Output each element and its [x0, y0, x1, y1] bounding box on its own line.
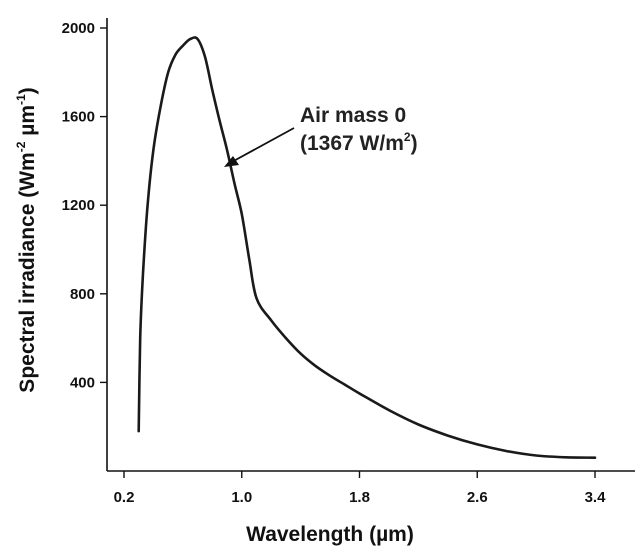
- annotation-line2: (1367 W/m2): [300, 130, 418, 155]
- y-tick-label: 1600: [62, 109, 95, 126]
- annotation-line1: Air mass 0: [300, 104, 406, 127]
- y-ticks: 400 800 1200 1600 2000: [62, 20, 107, 391]
- y-tick-label: 400: [70, 374, 95, 391]
- y-tick-label: 1200: [62, 197, 95, 214]
- y-axis-title: Spectral irradiance (Wm-2 µm-1): [14, 87, 39, 392]
- x-tick-label: 2.6: [467, 489, 488, 506]
- annotation-arrow-head: [224, 156, 239, 167]
- axes: [106, 18, 635, 472]
- x-tick-label: 0.2: [114, 489, 135, 506]
- y-tick-label: 800: [70, 286, 95, 303]
- annotation-arrow: [229, 127, 295, 164]
- x-tick-label: 3.4: [585, 489, 607, 506]
- x-tick-label: 1.8: [349, 489, 370, 506]
- x-tick-label: 1.0: [231, 489, 252, 506]
- x-axis-title: Wavelength (µm): [246, 523, 414, 546]
- series-line-am0: [137, 36, 597, 459]
- annotation: Air mass 0 (1367 W/m2): [224, 104, 418, 167]
- x-ticks: 0.2 1.0 1.8 2.6 3.4: [114, 471, 607, 506]
- y-tick-label: 2000: [62, 20, 95, 37]
